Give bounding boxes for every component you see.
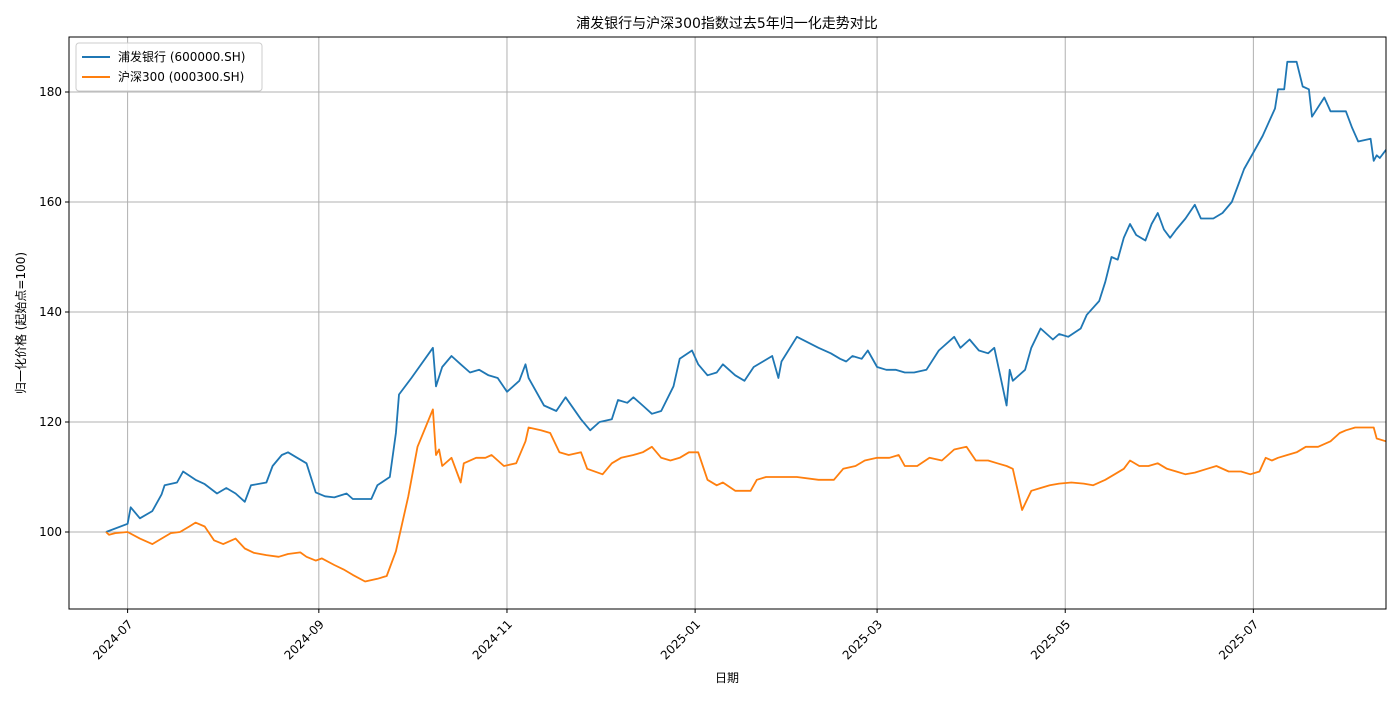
- x-tick-label: 2025-07: [1216, 617, 1261, 662]
- series-line-csi300: [105, 408, 1387, 583]
- legend-label-spdb: 浦发银行 (600000.SH): [118, 49, 245, 64]
- y-axis-label: 归一化价格 (起始点=100): [13, 252, 28, 394]
- legend-label-csi300: 沪深300 (000300.SH): [118, 70, 244, 84]
- chart-title: 浦发银行与沪深300指数过去5年归一化走势对比: [576, 15, 878, 32]
- legend: 浦发银行 (600000.SH) 沪深300 (000300.SH): [75, 42, 263, 92]
- y-tick-label: 120: [39, 415, 62, 429]
- y-tick-label: 180: [39, 85, 62, 99]
- x-tick-label: 2025-01: [658, 617, 703, 662]
- x-axis-ticks: 2024-07 2024-09 2024-11 2025-01 2025-03 2025-…: [90, 609, 1261, 663]
- plot-frame: [68, 36, 1387, 610]
- y-tick-label: 100: [39, 525, 62, 539]
- legend-box: [75, 42, 263, 92]
- x-tick-label: 2025-03: [840, 617, 885, 662]
- x-tick-label: 2024-07: [90, 617, 135, 662]
- grid-lines: [69, 37, 1386, 609]
- y-axis-ticks: 100 120 140 160 180: [39, 85, 69, 539]
- series-line-spdb: [105, 60, 1387, 533]
- series-lines: [105, 60, 1387, 583]
- x-tick-label: 2024-11: [470, 617, 515, 662]
- y-tick-label: 160: [39, 195, 62, 209]
- x-axis-label: 日期: [715, 671, 739, 685]
- x-tick-label: 2024-09: [282, 617, 327, 662]
- x-tick-label: 2025-05: [1028, 617, 1073, 662]
- y-tick-label: 140: [39, 305, 62, 319]
